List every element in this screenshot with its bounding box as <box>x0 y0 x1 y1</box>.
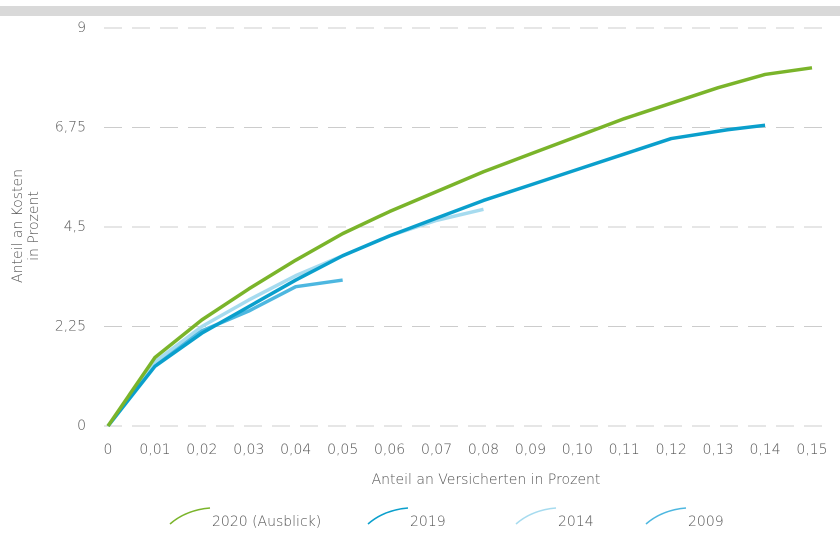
legend-label: 2009 <box>688 514 724 530</box>
legend-label: 2020 (Ausblick) <box>212 514 321 530</box>
legend-swatch <box>645 507 687 525</box>
y-tick-label: 4,5 <box>64 219 86 235</box>
x-tick-label: 0,05 <box>327 442 358 458</box>
top-bar <box>0 6 840 16</box>
legend-swatch <box>367 507 409 525</box>
x-tick-label: 0,13 <box>703 442 734 458</box>
x-tick-label: 0,03 <box>233 442 264 458</box>
y-axis-label-line: Anteil an Kosten <box>10 169 26 283</box>
legend-label: 2014 <box>558 514 594 530</box>
x-tick-label: 0,06 <box>374 442 405 458</box>
x-tick-label: 0,14 <box>749 442 780 458</box>
x-tick-label: 0,09 <box>515 442 546 458</box>
series-line <box>106 207 484 428</box>
legend-swatch <box>169 507 211 525</box>
x-tick-label: 0,10 <box>562 442 593 458</box>
y-tick-label: 2,25 <box>55 319 86 335</box>
x-tick-label: 0,04 <box>280 442 311 458</box>
series-line <box>106 123 766 428</box>
series-line <box>106 66 813 427</box>
y-tick-label: 6,75 <box>55 120 86 136</box>
x-tick-label: 0,12 <box>656 442 687 458</box>
x-tick-label: 0,08 <box>468 442 499 458</box>
x-tick-label: 0 <box>104 442 113 458</box>
legend-swatch <box>515 507 557 525</box>
series-line <box>106 278 343 428</box>
x-axis-label: Anteil an Versicherten in Prozent <box>372 472 601 488</box>
legend-label: 2019 <box>410 514 446 530</box>
x-tick-label: 0,01 <box>139 442 170 458</box>
y-axis-label: Anteil an Kosten in Prozent <box>10 169 42 283</box>
y-axis-label-line: in Prozent <box>26 191 42 261</box>
y-tick-label: 9 <box>77 20 86 36</box>
x-tick-label: 0,07 <box>421 442 452 458</box>
y-tick-label: 0 <box>77 418 86 434</box>
x-tick-label: 0,11 <box>609 442 640 458</box>
x-tick-label: 0,15 <box>796 442 827 458</box>
x-tick-label: 0,02 <box>186 442 217 458</box>
